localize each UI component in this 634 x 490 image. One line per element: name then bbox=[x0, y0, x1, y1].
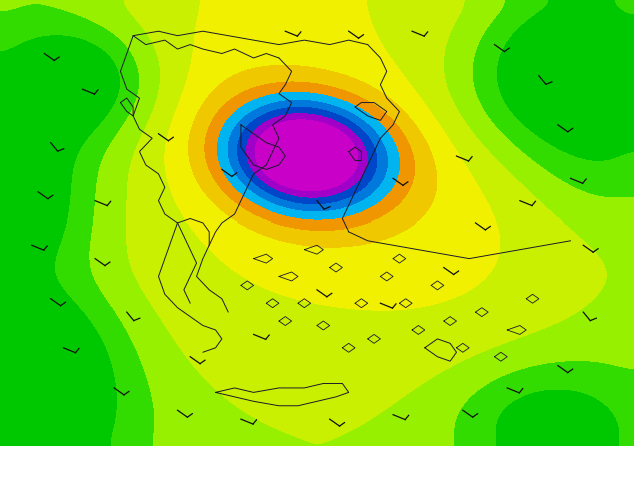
Text: 5: 5 bbox=[11, 476, 18, 489]
Text: 55: 55 bbox=[279, 476, 294, 489]
Text: 30: 30 bbox=[143, 476, 157, 489]
Text: 15: 15 bbox=[61, 476, 75, 489]
Text: 10: 10 bbox=[34, 476, 48, 489]
Text: Fr 10-05-2024 06:00 UTC (12+162): Fr 10-05-2024 06:00 UTC (12+162) bbox=[372, 456, 628, 468]
Text: 20: 20 bbox=[89, 476, 103, 489]
Text: 45: 45 bbox=[224, 476, 239, 489]
Text: ©weatheronline.co.uk: ©weatheronline.co.uk bbox=[485, 476, 628, 489]
Text: 50: 50 bbox=[252, 476, 266, 489]
Text: 25: 25 bbox=[116, 476, 130, 489]
Text: 40: 40 bbox=[197, 476, 212, 489]
Text: 60: 60 bbox=[306, 476, 320, 489]
Text: Surface wind [kts] ECMWF: Surface wind [kts] ECMWF bbox=[6, 456, 198, 468]
Text: 35: 35 bbox=[170, 476, 184, 489]
